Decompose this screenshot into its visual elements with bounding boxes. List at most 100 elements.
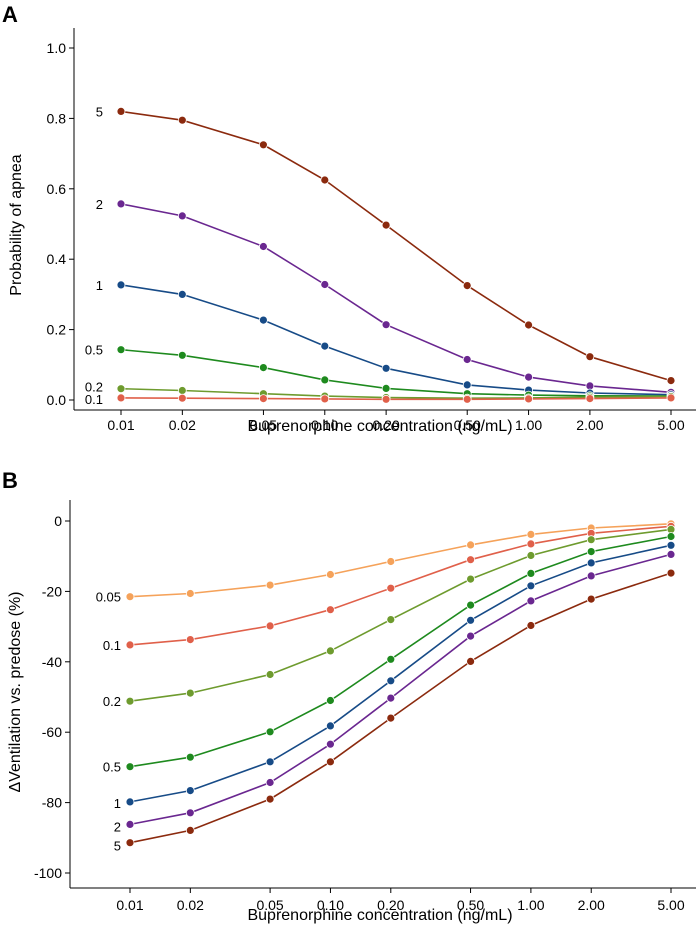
panel-b-data-point bbox=[586, 571, 596, 581]
panel-a-series-label: 0.2 bbox=[85, 380, 103, 395]
panel-a-data-point bbox=[381, 394, 391, 404]
panel-b-y-axis-title: ΔVentilation vs. predose (%) bbox=[7, 591, 24, 792]
panel-b-data-point bbox=[265, 621, 275, 631]
panel-a-data-point bbox=[524, 320, 533, 330]
panel-b-data-point bbox=[185, 786, 195, 795]
panel-a-y-axis-title: Probability of apnea bbox=[8, 154, 25, 296]
panel-b-data-point bbox=[666, 532, 676, 541]
panel-a-letter: A bbox=[2, 2, 18, 27]
panel-a-data-point bbox=[116, 393, 126, 403]
panel-a-series-label: 2 bbox=[96, 197, 103, 212]
panel-a-data-point bbox=[462, 394, 472, 404]
panel-b-data-point bbox=[666, 568, 676, 578]
panel-a-data-point bbox=[320, 175, 330, 185]
panel-b-data-point bbox=[325, 739, 335, 749]
panel-b-data-point bbox=[265, 727, 275, 737]
panel-a-x-tick-label: 5.00 bbox=[657, 417, 684, 433]
panel-b-data-point bbox=[526, 530, 536, 539]
panel-b-data-point bbox=[526, 581, 536, 591]
panel-b-series-label: 5 bbox=[114, 839, 121, 854]
panel-b-x-tick-label: 0.10 bbox=[317, 897, 344, 913]
panel-a-data-point bbox=[116, 384, 126, 394]
panel-b-x-tick-label: 1.00 bbox=[517, 897, 544, 913]
panel-b-data-point bbox=[125, 838, 135, 848]
panel-a-data-point bbox=[177, 393, 187, 403]
panel-a-x-ticks: 0.01 0.02 0.05 0.10 0.20 0.50 1.00 2.00 5.00 bbox=[107, 410, 685, 433]
panel-a-data-point bbox=[462, 281, 472, 291]
panel-a-data-point bbox=[381, 220, 391, 230]
panel-b-series-line bbox=[129, 525, 672, 646]
panel-a-data-point bbox=[116, 280, 126, 290]
panel-b-data-point bbox=[526, 621, 536, 630]
panel-b-data-point bbox=[325, 696, 335, 705]
panel-b-data-point bbox=[185, 635, 195, 644]
panel-a: A 0.0 0.2 0.4 0.6 0.8 1.0 0.01 0.02 0.05 0.10 0.2… bbox=[2, 2, 696, 435]
panel-b-data-point bbox=[125, 797, 135, 807]
panel-a-data-point bbox=[381, 383, 391, 393]
panel-b-data-point bbox=[466, 555, 476, 565]
panel-b-data-point bbox=[466, 600, 476, 610]
panel-b-data-point bbox=[125, 592, 135, 602]
panel-b-data-point bbox=[586, 535, 596, 545]
panel-a-x-tick-label: 2.00 bbox=[576, 417, 603, 433]
panel-b-data-point bbox=[325, 721, 335, 731]
panel-b-x-tick-label: 0.05 bbox=[256, 897, 283, 913]
panel-a-series bbox=[116, 107, 676, 404]
panel-a-x-tick-label: 0.20 bbox=[373, 417, 400, 433]
panel-b-data-point bbox=[125, 640, 135, 650]
panel-b-data-point bbox=[466, 631, 476, 641]
panel-a-series-label: 5 bbox=[96, 104, 103, 119]
panel-b-data-point bbox=[526, 539, 536, 549]
panel-b-data-point bbox=[125, 820, 135, 829]
panel-a-data-point bbox=[116, 199, 126, 209]
panel-b: B 0-20-40-60-80-100 0.01 0.02 0.05 0.10 0.20… bbox=[2, 468, 696, 924]
panel-a-y-ticks: 0.0 0.2 0.4 0.6 0.8 1.0 bbox=[47, 40, 74, 408]
panel-b-series-labels: 0.05 0.1 0.2 0.5 1 2 5 bbox=[96, 590, 121, 854]
panel-b-data-point bbox=[466, 540, 476, 550]
panel-b-data-point bbox=[185, 808, 195, 818]
panel-a-data-point bbox=[524, 394, 533, 404]
panel-a-data-point bbox=[320, 280, 330, 289]
panel-b-x-tick-label: 0.01 bbox=[116, 897, 143, 913]
panel-b-data-point bbox=[466, 574, 476, 584]
panel-b-data-point bbox=[185, 589, 195, 598]
panel-b-series-label: 2 bbox=[114, 819, 121, 834]
panel-b-series-label: 0.5 bbox=[103, 760, 121, 775]
panel-b-x-tick-label: 5.00 bbox=[657, 897, 684, 913]
panel-b-series-line bbox=[129, 572, 672, 844]
panel-a-data-point bbox=[585, 394, 595, 404]
panel-b-series-line bbox=[129, 535, 672, 768]
panel-a-data-point bbox=[177, 350, 187, 360]
panel-a-data-point bbox=[258, 140, 268, 150]
panel-b-data-point bbox=[325, 646, 335, 656]
panel-b-data-point bbox=[325, 757, 335, 767]
panel-a-x-tick-label: 0.10 bbox=[311, 417, 338, 433]
panel-b-y-tick-label: 0 bbox=[54, 513, 62, 529]
panel-b-y-tick-label: -80 bbox=[42, 795, 62, 811]
panel-a-data-point bbox=[177, 386, 187, 395]
panel-b-data-point bbox=[125, 696, 135, 706]
panel-b-series-label: 1 bbox=[114, 796, 121, 811]
panel-a-x-tick-label: 1.00 bbox=[515, 417, 542, 433]
panel-a-y-tick-label: 1.0 bbox=[47, 40, 67, 56]
panel-b-data-point bbox=[386, 583, 396, 593]
panel-a-data-point bbox=[320, 341, 330, 351]
panel-b-y-tick-label: -100 bbox=[34, 865, 62, 881]
panel-b-data-point bbox=[526, 596, 536, 606]
panel-b-x-ticks: 0.01 0.02 0.05 0.10 0.20 0.50 1.00 2.00 5.00 bbox=[116, 888, 685, 913]
panel-b-x-tick-label: 2.00 bbox=[578, 897, 605, 913]
panel-a-data-point bbox=[320, 394, 330, 404]
panel-b-x-tick-label: 0.02 bbox=[177, 897, 204, 913]
panel-b-data-point bbox=[666, 550, 676, 559]
panel-b-y-tick-label: -60 bbox=[42, 724, 62, 740]
panel-a-y-tick-label: 0.2 bbox=[47, 322, 67, 338]
panel-a-y-tick-label: 0.4 bbox=[47, 251, 67, 267]
panel-a-series-line bbox=[120, 110, 672, 382]
panel-b-data-point bbox=[325, 605, 335, 615]
panel-b-letter: B bbox=[2, 468, 18, 493]
panel-b-data-point bbox=[526, 569, 536, 578]
panel-a-data-point bbox=[381, 363, 391, 373]
panel-b-data-point bbox=[125, 762, 135, 772]
panel-a-data-point bbox=[258, 242, 268, 251]
panel-a-y-tick-label: 0.6 bbox=[47, 181, 67, 197]
